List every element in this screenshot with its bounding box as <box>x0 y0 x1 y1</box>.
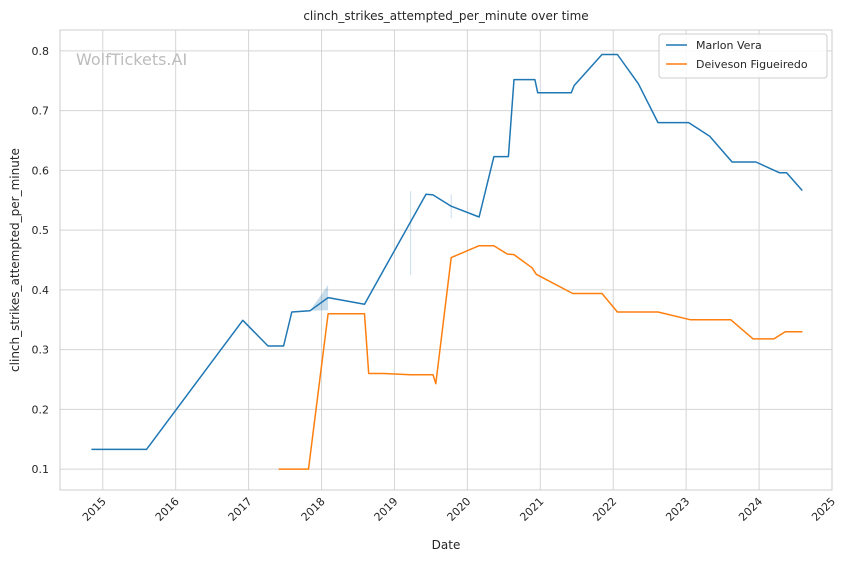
legend-box <box>658 33 828 79</box>
plot-area <box>60 30 832 490</box>
grid <box>60 30 833 490</box>
y-tick-label: 0.6 <box>32 164 50 177</box>
y-tick-label: 0.4 <box>32 284 50 297</box>
y-tick-label: 0.5 <box>32 224 50 237</box>
plot-border <box>59 29 833 491</box>
series-lines <box>91 53 803 470</box>
confidence-band <box>309 285 329 311</box>
y-axis-title: clinch_strikes_attempted_per_minute <box>8 148 22 372</box>
legend-label: Marlon Vera <box>696 39 762 52</box>
series-line-0 <box>91 53 803 451</box>
watermark: WolfTickets.AI <box>76 50 187 69</box>
series-line-1 <box>278 244 803 470</box>
y-tick-labels: 0.1 0.2 0.3 0.4 0.5 0.6 0.7 0.8 <box>32 45 50 476</box>
y-tick-label: 0.8 <box>32 45 50 58</box>
legend: Marlon Vera Deiveson Figueiredo <box>658 33 828 79</box>
y-tick-label: 0.2 <box>32 403 50 416</box>
chart-title: clinch_strikes_attempted_per_minute over… <box>303 9 588 23</box>
y-tick-label: 0.3 <box>32 344 50 357</box>
x-axis-title: Date <box>432 538 461 552</box>
y-tick-label: 0.1 <box>32 463 50 476</box>
legend-label: Deiveson Figueiredo <box>696 58 808 71</box>
y-tick-label: 0.7 <box>32 105 50 118</box>
